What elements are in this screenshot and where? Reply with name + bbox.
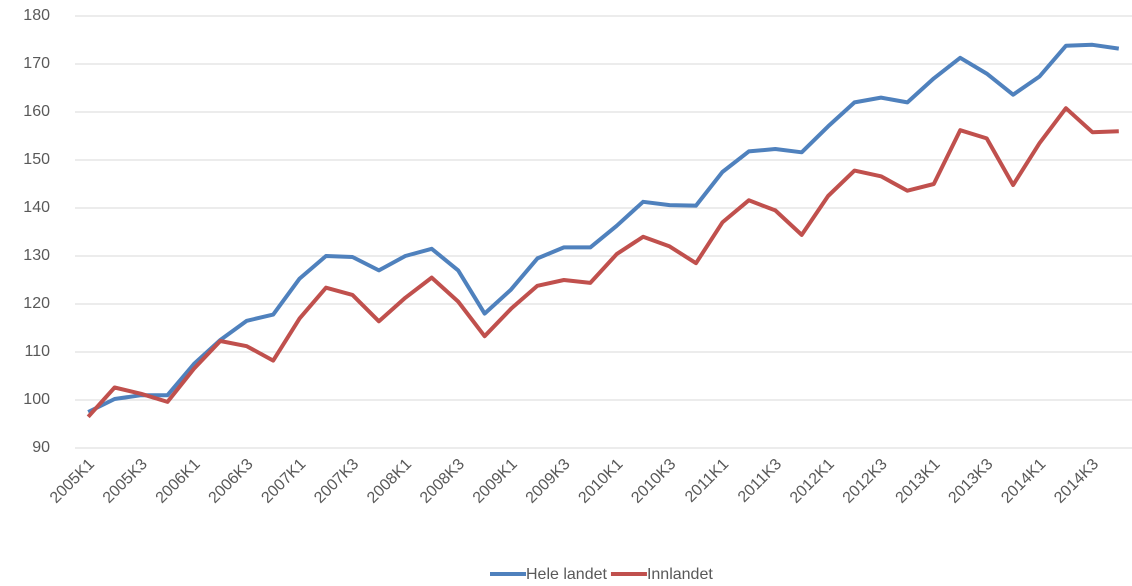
x-tick-label: 2013K3	[945, 456, 996, 507]
y-tick-label: 140	[23, 199, 50, 216]
y-tick-label: 110	[24, 343, 50, 360]
y-tick-label: 170	[23, 55, 50, 72]
y-tick-label: 120	[23, 295, 50, 312]
x-tick-label: 2005K1	[47, 456, 98, 507]
line	[86, 106, 1119, 419]
x-tick-label: 2006K3	[206, 456, 257, 507]
x-tick-label: 2008K3	[417, 456, 468, 507]
x-tick-label: 2008K1	[364, 456, 415, 507]
y-tick-label: 130	[23, 247, 50, 264]
x-tick-label: 2011K1	[682, 456, 732, 506]
line	[87, 42, 1120, 414]
x-tick-label: 2014K1	[998, 456, 1049, 507]
x-tick-label: 2007K1	[258, 456, 309, 507]
x-tick-label: 2009K3	[523, 456, 574, 507]
y-tick-label: 100	[23, 391, 50, 408]
x-tick-label: 2009K1	[470, 456, 521, 507]
x-tick-label: 2006K1	[153, 456, 204, 507]
x-tick-label: 2011K3	[735, 456, 785, 506]
y-tick-label: 90	[32, 439, 50, 456]
legend-label: Hele landet	[526, 566, 608, 583]
x-tick-label: 2014K3	[1051, 456, 1102, 507]
x-tick-label: 2010K1	[575, 456, 626, 507]
y-tick-label: 180	[23, 7, 50, 24]
y-tick-label: 150	[23, 151, 50, 168]
x-tick-label: 2005K3	[100, 456, 151, 507]
x-tick-label: 2012K3	[840, 456, 891, 507]
x-tick-label: 2012K1	[787, 456, 838, 507]
x-tick-label: 2007K3	[311, 456, 362, 507]
legend-label: Innlandet	[647, 566, 713, 583]
y-tick-label: 160	[23, 103, 50, 120]
x-tick-label: 2013K1	[893, 456, 944, 507]
x-tick-label: 2010K3	[628, 456, 679, 507]
